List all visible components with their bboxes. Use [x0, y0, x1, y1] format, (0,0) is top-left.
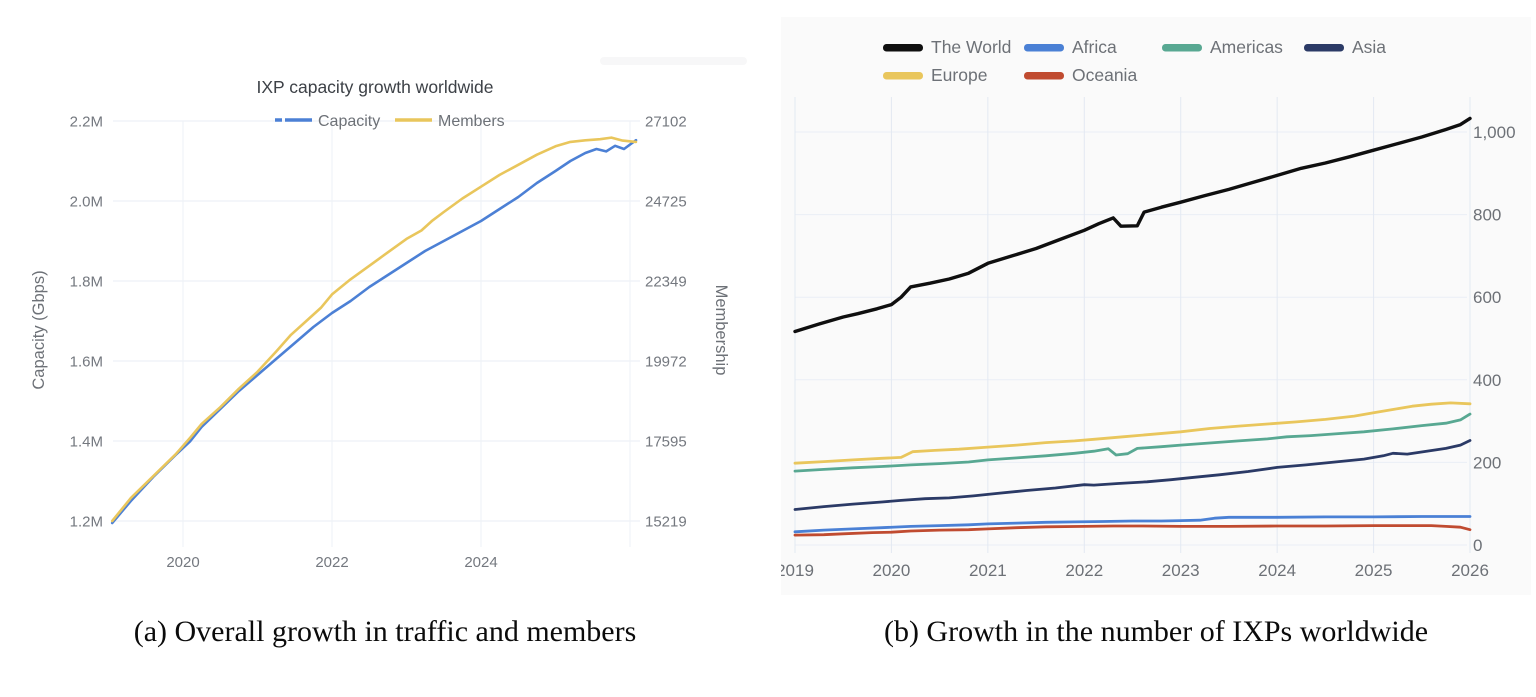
- y-right-tick-label: 22349: [645, 273, 687, 290]
- legend-item-americas[interactable]: Americas: [1162, 37, 1283, 57]
- legend-item-asia[interactable]: Asia: [1304, 37, 1386, 57]
- legend-swatch-asia: [1304, 44, 1344, 52]
- y-right-axis-title: Membership: [712, 285, 730, 376]
- y-left-tick-label: 1.2M: [70, 514, 103, 531]
- axis-tick-labels: 2.2M 2.0M 1.8M 1.6M 1.4M 1.2M 27102 24725 22349 1…: [70, 114, 687, 572]
- y-tick-label: 800: [1473, 206, 1501, 225]
- ixp-count-panel: 1,000 800 600 400 200 0 2019 2020 2021 2022 2023 20…: [781, 17, 1531, 595]
- y-tick-label: 200: [1473, 453, 1501, 472]
- y-left-tick-label: 2.2M: [70, 114, 103, 131]
- axis-tick-labels: 1,000 800 600 400 200 0 2019 2020 2021 2022 2023 20…: [781, 123, 1516, 580]
- caption-a: (a) Overall growth in traffic and member…: [133, 615, 637, 648]
- x-tick-label: 2025: [1355, 561, 1393, 580]
- y-tick-label: 1,000: [1473, 123, 1516, 142]
- x-tick-label: 2020: [873, 561, 911, 580]
- x-tick-label: 2021: [969, 561, 1007, 580]
- legend-label: Members: [438, 113, 505, 130]
- scrollbar-artifact: [600, 57, 747, 65]
- y-right-tick-label: 15219: [645, 514, 687, 531]
- legend-label: The World: [931, 37, 1011, 57]
- legend-label: Oceania: [1072, 65, 1137, 85]
- legend-swatch-americas: [1162, 44, 1202, 52]
- chart-legend: Capacity Members: [275, 113, 505, 130]
- legend-item-oceania[interactable]: Oceania: [1024, 65, 1137, 85]
- y-left-axis-title: Capacity (Gbps): [30, 270, 48, 389]
- y-right-tick-label: 27102: [645, 114, 687, 131]
- legend-label: Capacity: [318, 113, 380, 130]
- series-line-capacity: [110, 138, 638, 525]
- x-tick-label: 2023: [1162, 561, 1200, 580]
- series-line-members: [110, 136, 638, 523]
- legend-label: Africa: [1072, 37, 1117, 57]
- legend-item-europe[interactable]: Europe: [883, 65, 987, 85]
- series-line-asia: [793, 439, 1472, 511]
- legend-swatch-europe: [883, 72, 923, 80]
- series-line-oceania: [793, 524, 1472, 537]
- chart-legend: The World Africa Americas Asia Europe Oceania: [883, 37, 1386, 85]
- y-right-tick-label: 17595: [645, 434, 687, 451]
- x-tick-label: 2022: [1065, 561, 1103, 580]
- x-tick-label: 2020: [166, 554, 199, 571]
- legend-item-the-world[interactable]: The World: [883, 37, 1011, 57]
- x-tick-label: 2019: [781, 561, 814, 580]
- caption-b: (b) Growth in the number of IXPs worldwi…: [883, 615, 1429, 648]
- figure-capacity-growth: 2.2M 2.0M 1.8M 1.6M 1.4M 1.2M 27102 24725 22349 1…: [0, 0, 781, 600]
- gridlines: [794, 97, 1471, 553]
- gridlines: [113, 120, 640, 547]
- ixp-count-chart: 1,000 800 600 400 200 0 2019 2020 2021 2022 2023 20…: [781, 37, 1516, 580]
- y-tick-label: 0: [1473, 536, 1482, 555]
- series-line-europe: [793, 401, 1472, 465]
- x-tick-label: 2022: [315, 554, 348, 571]
- y-left-tick-label: 1.8M: [70, 274, 103, 291]
- y-right-tick-label: 19972: [645, 354, 687, 371]
- x-tick-label: 2026: [1451, 561, 1489, 580]
- legend-swatch-africa: [1024, 44, 1064, 52]
- legend-swatch-oceania: [1024, 72, 1064, 80]
- series-line-americas: [793, 412, 1472, 473]
- legend-item-members[interactable]: Members: [395, 113, 505, 130]
- y-left-tick-label: 1.4M: [70, 434, 103, 451]
- y-right-tick-label: 24725: [645, 194, 687, 211]
- legend-label: Asia: [1352, 37, 1386, 57]
- legend-label: Europe: [931, 65, 987, 85]
- y-left-tick-label: 1.6M: [70, 354, 103, 371]
- capacity-growth-chart: 2.2M 2.0M 1.8M 1.6M 1.4M 1.2M 27102 24725 22349 1…: [30, 77, 730, 572]
- legend-item-capacity[interactable]: Capacity: [275, 113, 380, 130]
- y-tick-label: 600: [1473, 288, 1501, 307]
- y-tick-label: 400: [1473, 371, 1501, 390]
- y-left-tick-label: 2.0M: [70, 194, 103, 211]
- legend-swatch-the-world: [883, 44, 923, 52]
- x-tick-label: 2024: [1258, 561, 1296, 580]
- chart-title: IXP capacity growth worldwide: [256, 77, 493, 97]
- series-line-the-world: [793, 116, 1472, 334]
- series-line-africa: [793, 515, 1472, 534]
- x-tick-label: 2024: [464, 554, 497, 571]
- legend-label: Americas: [1210, 37, 1283, 57]
- legend-item-africa[interactable]: Africa: [1024, 37, 1117, 57]
